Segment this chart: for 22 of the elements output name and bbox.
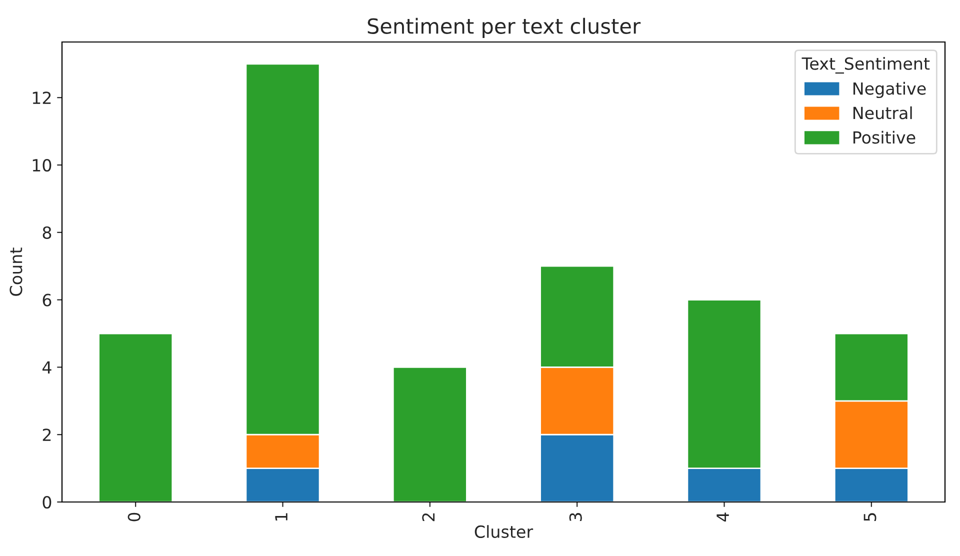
y-tick-label: 0 — [42, 496, 52, 509]
y-tick-label: 12 — [32, 92, 51, 104]
y-tick-label: 8 — [42, 226, 52, 239]
x-tick-label: 5 — [864, 513, 876, 522]
y-tick-label: 6 — [42, 294, 52, 306]
bar — [392, 366, 468, 502]
x-tick-label: 4 — [716, 512, 729, 522]
y-tick-label: 4 — [42, 361, 52, 374]
y-tick-label: 2 — [42, 428, 51, 441]
x-tick-label: 2 — [422, 513, 435, 522]
x-tick-label: 1 — [275, 513, 288, 520]
y-axis-title: Count — [10, 248, 22, 296]
bar — [98, 332, 174, 502]
legend-label: Positive — [853, 130, 916, 144]
x-axis-title: Cluster — [474, 525, 534, 538]
legend-label: Neutral — [853, 106, 912, 120]
y-tick-label: 10 — [32, 158, 52, 172]
x-tick-label: 0 — [128, 512, 140, 522]
legend-label: Negative — [853, 82, 926, 98]
legend-title: Text_Sentiment — [802, 57, 930, 74]
x-tick-label: 3 — [569, 513, 582, 522]
chart-title: Sentiment per text cluster — [368, 18, 641, 38]
